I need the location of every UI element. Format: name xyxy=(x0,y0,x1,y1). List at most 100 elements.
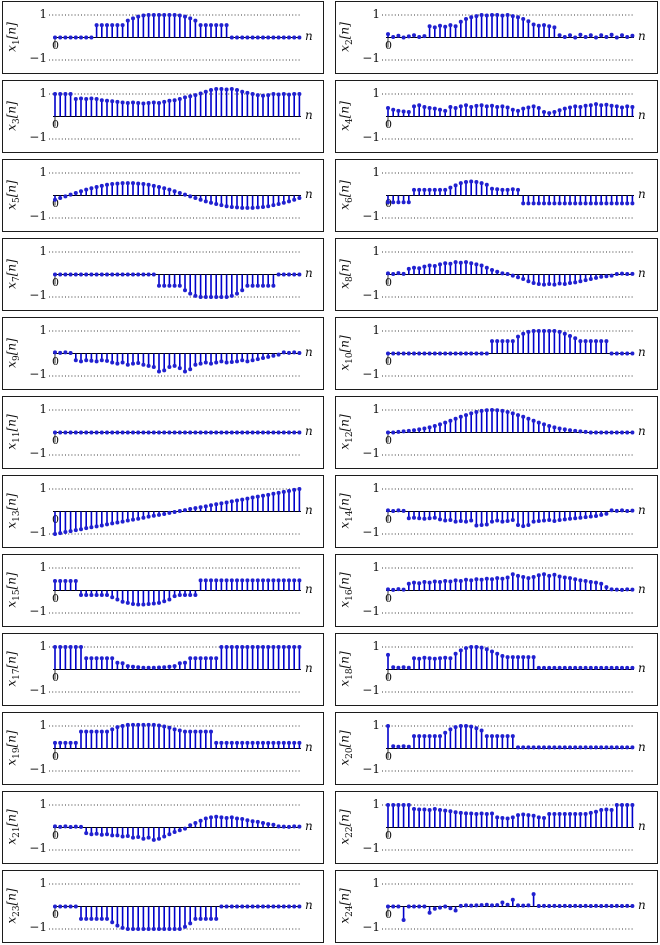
y-tick-bottom: −1 xyxy=(29,683,47,697)
stem-plot xyxy=(49,722,302,772)
x-axis-label: n xyxy=(638,345,646,359)
stem-plot-panel: x15[n] 1 −1 0 n xyxy=(2,554,324,627)
stem-plot xyxy=(49,13,302,61)
x-axis-label: n xyxy=(638,424,646,438)
y-tick-bottom: −1 xyxy=(29,51,47,65)
stem-plot-panel: x3[n] 1 −1 0 n xyxy=(2,80,324,153)
origin-label: 0 xyxy=(385,39,392,52)
y-tick-top: 1 xyxy=(39,323,47,337)
y-tick-top: 1 xyxy=(39,560,47,574)
y-tick-bottom: −1 xyxy=(362,525,380,539)
y-tick-top: 1 xyxy=(372,402,380,416)
origin-label: 0 xyxy=(52,829,59,842)
x-axis-label: n xyxy=(638,503,646,517)
x-axis-label: n xyxy=(305,345,313,359)
origin-label: 0 xyxy=(52,197,59,210)
stem-plot-panel: x1[n] 1 −1 0 n xyxy=(2,1,324,74)
stem-plot xyxy=(382,645,635,693)
x-axis-label: n xyxy=(638,819,646,833)
stem-plot xyxy=(49,87,302,140)
y-tick-top: 1 xyxy=(39,86,47,100)
stem-plot xyxy=(382,567,635,614)
y-tick-top: 1 xyxy=(39,639,47,653)
y-tick-bottom: −1 xyxy=(29,446,47,460)
x-axis-label: n xyxy=(638,582,646,596)
stem-plot-panel: x4[n] 1 −1 0 n xyxy=(335,80,658,153)
stem-plot-panel: x6[n]1−10n xyxy=(335,159,658,232)
y-tick-top: 1 xyxy=(372,86,380,100)
origin-label: 0 xyxy=(52,750,59,763)
x-axis-label: n xyxy=(305,424,313,438)
y-tick-bottom: −1 xyxy=(29,288,47,302)
origin-label: 0 xyxy=(385,513,392,526)
origin-label: 0 xyxy=(385,118,392,131)
stem-plot-panel: x5[n] 1 −1 0 n xyxy=(2,159,324,232)
y-tick-top: 1 xyxy=(372,718,380,732)
stem-plot-panel: x22[n] 1 −1 0 n xyxy=(335,791,658,864)
y-tick-top: 1 xyxy=(372,7,380,21)
y-tick-bottom: −1 xyxy=(362,446,380,460)
stem-plot-panel: x16[n] 1 −1 0 n xyxy=(335,554,658,627)
origin-label: 0 xyxy=(385,592,392,605)
origin-label: 0 xyxy=(385,671,392,684)
x-axis-label: n xyxy=(638,108,646,122)
y-tick-bottom: −1 xyxy=(362,130,380,144)
x-axis-label: n xyxy=(638,266,646,280)
x-axis-label: n xyxy=(638,740,646,754)
stem-plot-panel: x14[n] 1 −1 0 n xyxy=(335,475,658,548)
x-axis-label: n xyxy=(305,266,313,280)
y-tick-top: 1 xyxy=(372,244,380,258)
origin-label: 0 xyxy=(52,671,59,684)
y-tick-bottom: −1 xyxy=(362,367,380,381)
x-axis-label: n xyxy=(305,582,313,596)
stem-plot xyxy=(49,645,302,693)
stem-plot-panel: x19[n] 1 −1 0 n xyxy=(2,712,324,785)
y-tick-top: 1 xyxy=(372,876,380,890)
y-tick-top: 1 xyxy=(39,718,47,732)
y-tick-bottom: −1 xyxy=(362,920,380,934)
y-tick-top: 1 xyxy=(372,323,380,337)
stem-plot xyxy=(49,330,302,377)
y-tick-bottom: −1 xyxy=(29,209,47,223)
stem-plot xyxy=(382,883,635,930)
origin-label: 0 xyxy=(52,908,59,921)
stem-plot-panel: x21[n] 1 −1 0 n xyxy=(2,791,324,864)
y-tick-top: 1 xyxy=(39,402,47,416)
origin-label: 0 xyxy=(385,750,392,763)
y-tick-top: 1 xyxy=(39,165,47,179)
y-tick-bottom: −1 xyxy=(29,130,47,144)
stem-plot xyxy=(49,567,302,614)
stem-plot xyxy=(382,488,635,535)
x-axis-label: n xyxy=(305,740,313,754)
y-tick-bottom: −1 xyxy=(362,288,380,302)
y-tick-top: 1 xyxy=(39,876,47,890)
origin-label: 0 xyxy=(385,908,392,921)
stem-plot-panel: x20[n] 1 −1 0 n xyxy=(335,712,658,785)
origin-label: 0 xyxy=(52,118,59,131)
stem-plot xyxy=(49,487,302,536)
stem-plot-panel: x2[n] 1 −1 0 n xyxy=(335,1,658,74)
y-tick-bottom: −1 xyxy=(29,920,47,934)
y-tick-top: 1 xyxy=(372,560,380,574)
origin-label: 0 xyxy=(52,355,59,368)
y-tick-bottom: −1 xyxy=(29,525,47,539)
x-axis-label: n xyxy=(638,898,646,912)
stem-plot xyxy=(382,408,635,456)
y-tick-top: 1 xyxy=(39,7,47,21)
origin-label: 0 xyxy=(385,434,392,447)
x-axis-label: n xyxy=(305,898,313,912)
stem-plot xyxy=(382,803,635,851)
x-axis-label: n xyxy=(305,187,313,201)
x-axis-label: n xyxy=(638,29,646,43)
origin-label: 0 xyxy=(385,355,392,368)
stem-plot-panel: x18[n] 1 −1 0 n xyxy=(335,633,658,706)
stem-plot-panel: x17[n] 1 −1 0 n xyxy=(2,633,324,706)
y-tick-bottom: −1 xyxy=(362,762,380,776)
y-tick-top: 1 xyxy=(372,481,380,495)
y-tick-top: 1 xyxy=(372,639,380,653)
y-tick-bottom: −1 xyxy=(362,209,380,223)
origin-label: 0 xyxy=(52,276,59,289)
stem-plot xyxy=(382,13,635,61)
y-tick-bottom: −1 xyxy=(29,762,47,776)
